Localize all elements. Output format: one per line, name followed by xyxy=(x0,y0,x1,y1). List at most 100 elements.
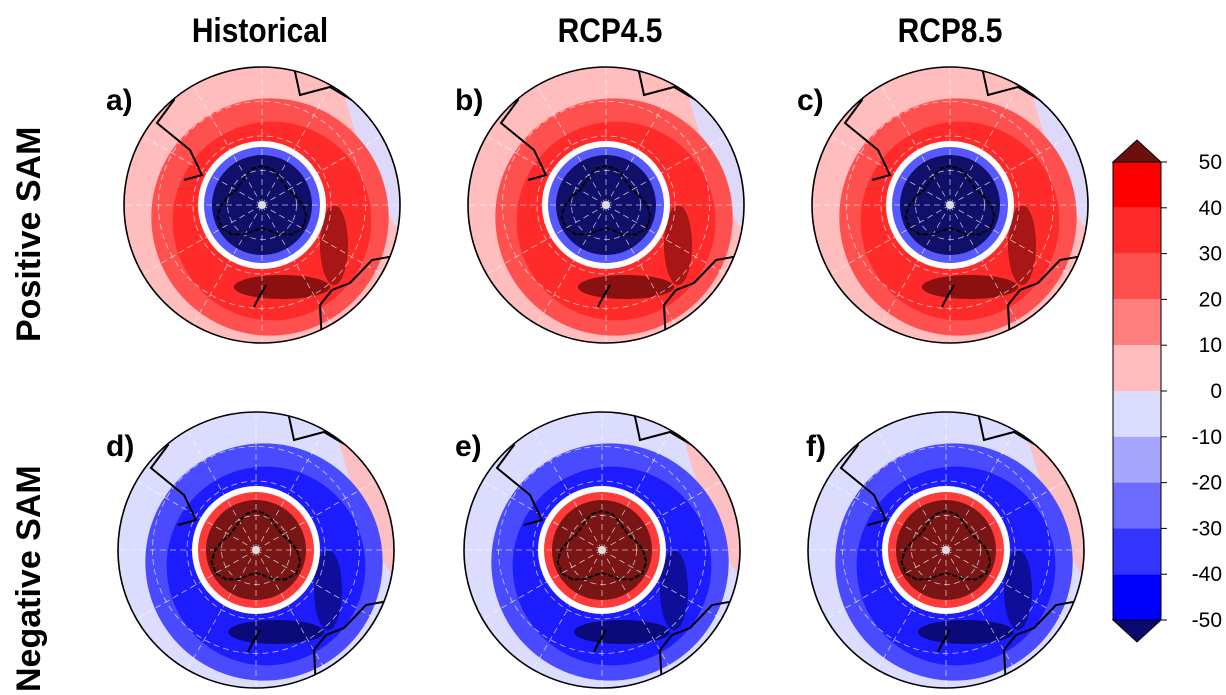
south-pole-marker xyxy=(942,546,950,554)
latitude-gridline xyxy=(186,480,326,620)
colorbar-tick-label: -50 xyxy=(1192,609,1222,632)
longitude-gridline xyxy=(945,549,1066,620)
longitude-gridline xyxy=(142,204,263,275)
south-pole-marker xyxy=(946,201,954,209)
longitude-gridline xyxy=(482,549,603,620)
longitude-gridline xyxy=(601,480,722,551)
africa-coastline xyxy=(293,67,353,101)
longitude-gridline xyxy=(876,430,947,551)
panel-label-b: b) xyxy=(455,84,484,117)
polar-map-a xyxy=(123,66,401,344)
longitude-gridline xyxy=(605,204,726,275)
longitude-gridline xyxy=(261,85,332,206)
colorbar-bottom-arrow xyxy=(1111,619,1163,643)
longitude-gridline xyxy=(255,549,376,620)
latitude-gridline xyxy=(876,480,1016,620)
panel-label-a: a) xyxy=(106,84,133,117)
new-zealand-coastline xyxy=(247,629,261,653)
antarctica-coastline xyxy=(904,164,996,236)
longitude-gridline xyxy=(876,549,947,670)
longitude-gridline xyxy=(486,204,607,275)
colorbar-tick-label: 0 xyxy=(1210,380,1222,403)
column-title-rcp85: RCP8.5 xyxy=(897,12,1003,50)
jet-core xyxy=(320,205,348,285)
map-border xyxy=(807,411,1085,689)
latitude-gridline xyxy=(536,135,676,275)
panel-label-d: d) xyxy=(106,430,135,463)
map-border xyxy=(463,411,741,689)
longitude-gridline xyxy=(830,204,951,275)
colorbar-tick-label: -40 xyxy=(1192,563,1222,586)
column-title-rcp45: RCP4.5 xyxy=(557,12,663,50)
longitude-gridline xyxy=(826,549,947,620)
australia-coastline xyxy=(318,254,400,343)
colorbar-segment xyxy=(1113,162,1161,208)
colorbar-tick-label: 20 xyxy=(1199,288,1222,311)
colorbar-segment xyxy=(1113,253,1161,300)
colorbar-segment xyxy=(1113,528,1161,575)
south-pole-marker xyxy=(258,201,266,209)
colorbar-segment xyxy=(1113,299,1161,346)
south-pole-marker xyxy=(252,546,260,554)
longitude-gridline xyxy=(880,204,951,325)
africa-coastline xyxy=(633,412,693,446)
colorbar-top-arrow xyxy=(1111,139,1163,163)
map-border xyxy=(467,66,745,344)
longitude-gridline xyxy=(186,430,257,551)
longitude-gridline xyxy=(255,480,376,551)
longitude-gridline xyxy=(482,480,603,551)
latitude-gridline xyxy=(532,480,672,620)
jet-core xyxy=(1008,205,1036,285)
australia-coastline xyxy=(312,599,394,688)
colorbar-segment xyxy=(1113,482,1161,529)
jet-core xyxy=(918,620,1014,644)
longitude-gridline xyxy=(949,85,1020,206)
south-pole-marker xyxy=(598,546,606,554)
colorbar-tick-label: -10 xyxy=(1192,426,1222,449)
antarctica-coastline xyxy=(556,509,648,581)
longitude-gridline xyxy=(532,549,603,670)
longitude-gridline xyxy=(255,430,326,551)
longitude-gridline xyxy=(261,204,382,275)
new-zealand-coastline xyxy=(593,629,607,653)
jet-core xyxy=(234,275,330,299)
colorbar-tick-label: 10 xyxy=(1199,334,1222,357)
longitude-gridline xyxy=(945,480,1066,551)
longitude-gridline xyxy=(949,135,1070,206)
colorbar-segment xyxy=(1113,436,1161,483)
longitude-gridline xyxy=(142,135,263,206)
new-zealand-coastline xyxy=(597,284,611,308)
column-title-historical: Historical xyxy=(191,12,329,50)
colorbar-tick-label: 30 xyxy=(1199,243,1222,266)
panel-label-c: c) xyxy=(797,84,824,117)
longitude-gridline xyxy=(826,480,947,551)
australia-coastline xyxy=(658,599,740,688)
australia-coastline xyxy=(1002,599,1084,688)
latitude-gridline xyxy=(192,135,332,275)
panel-label-e: e) xyxy=(455,430,482,463)
colorbar-tick-label: -30 xyxy=(1192,517,1222,540)
latitude-gridline xyxy=(880,135,1020,275)
colorbar-tick-label: 40 xyxy=(1199,197,1222,220)
longitude-gridline xyxy=(486,135,607,206)
longitude-gridline xyxy=(605,85,676,206)
jet-core xyxy=(1004,550,1032,630)
antarctica-coastline xyxy=(210,509,302,581)
colorbar-segment xyxy=(1113,574,1161,620)
longitude-gridline xyxy=(536,204,607,325)
antarctica-coastline xyxy=(216,164,308,236)
longitude-gridline xyxy=(136,480,257,551)
africa-coastline xyxy=(981,67,1041,101)
africa-coastline xyxy=(637,67,697,101)
polar-map-b xyxy=(467,66,745,344)
jet-core xyxy=(574,620,670,644)
longitude-gridline xyxy=(601,549,722,620)
jet-core xyxy=(664,205,692,285)
colorbar-segment xyxy=(1113,207,1161,254)
jet-core xyxy=(578,275,674,299)
polar-map-f xyxy=(807,411,1085,689)
new-zealand-coastline xyxy=(941,284,955,308)
panel-label-f: f) xyxy=(806,430,826,463)
